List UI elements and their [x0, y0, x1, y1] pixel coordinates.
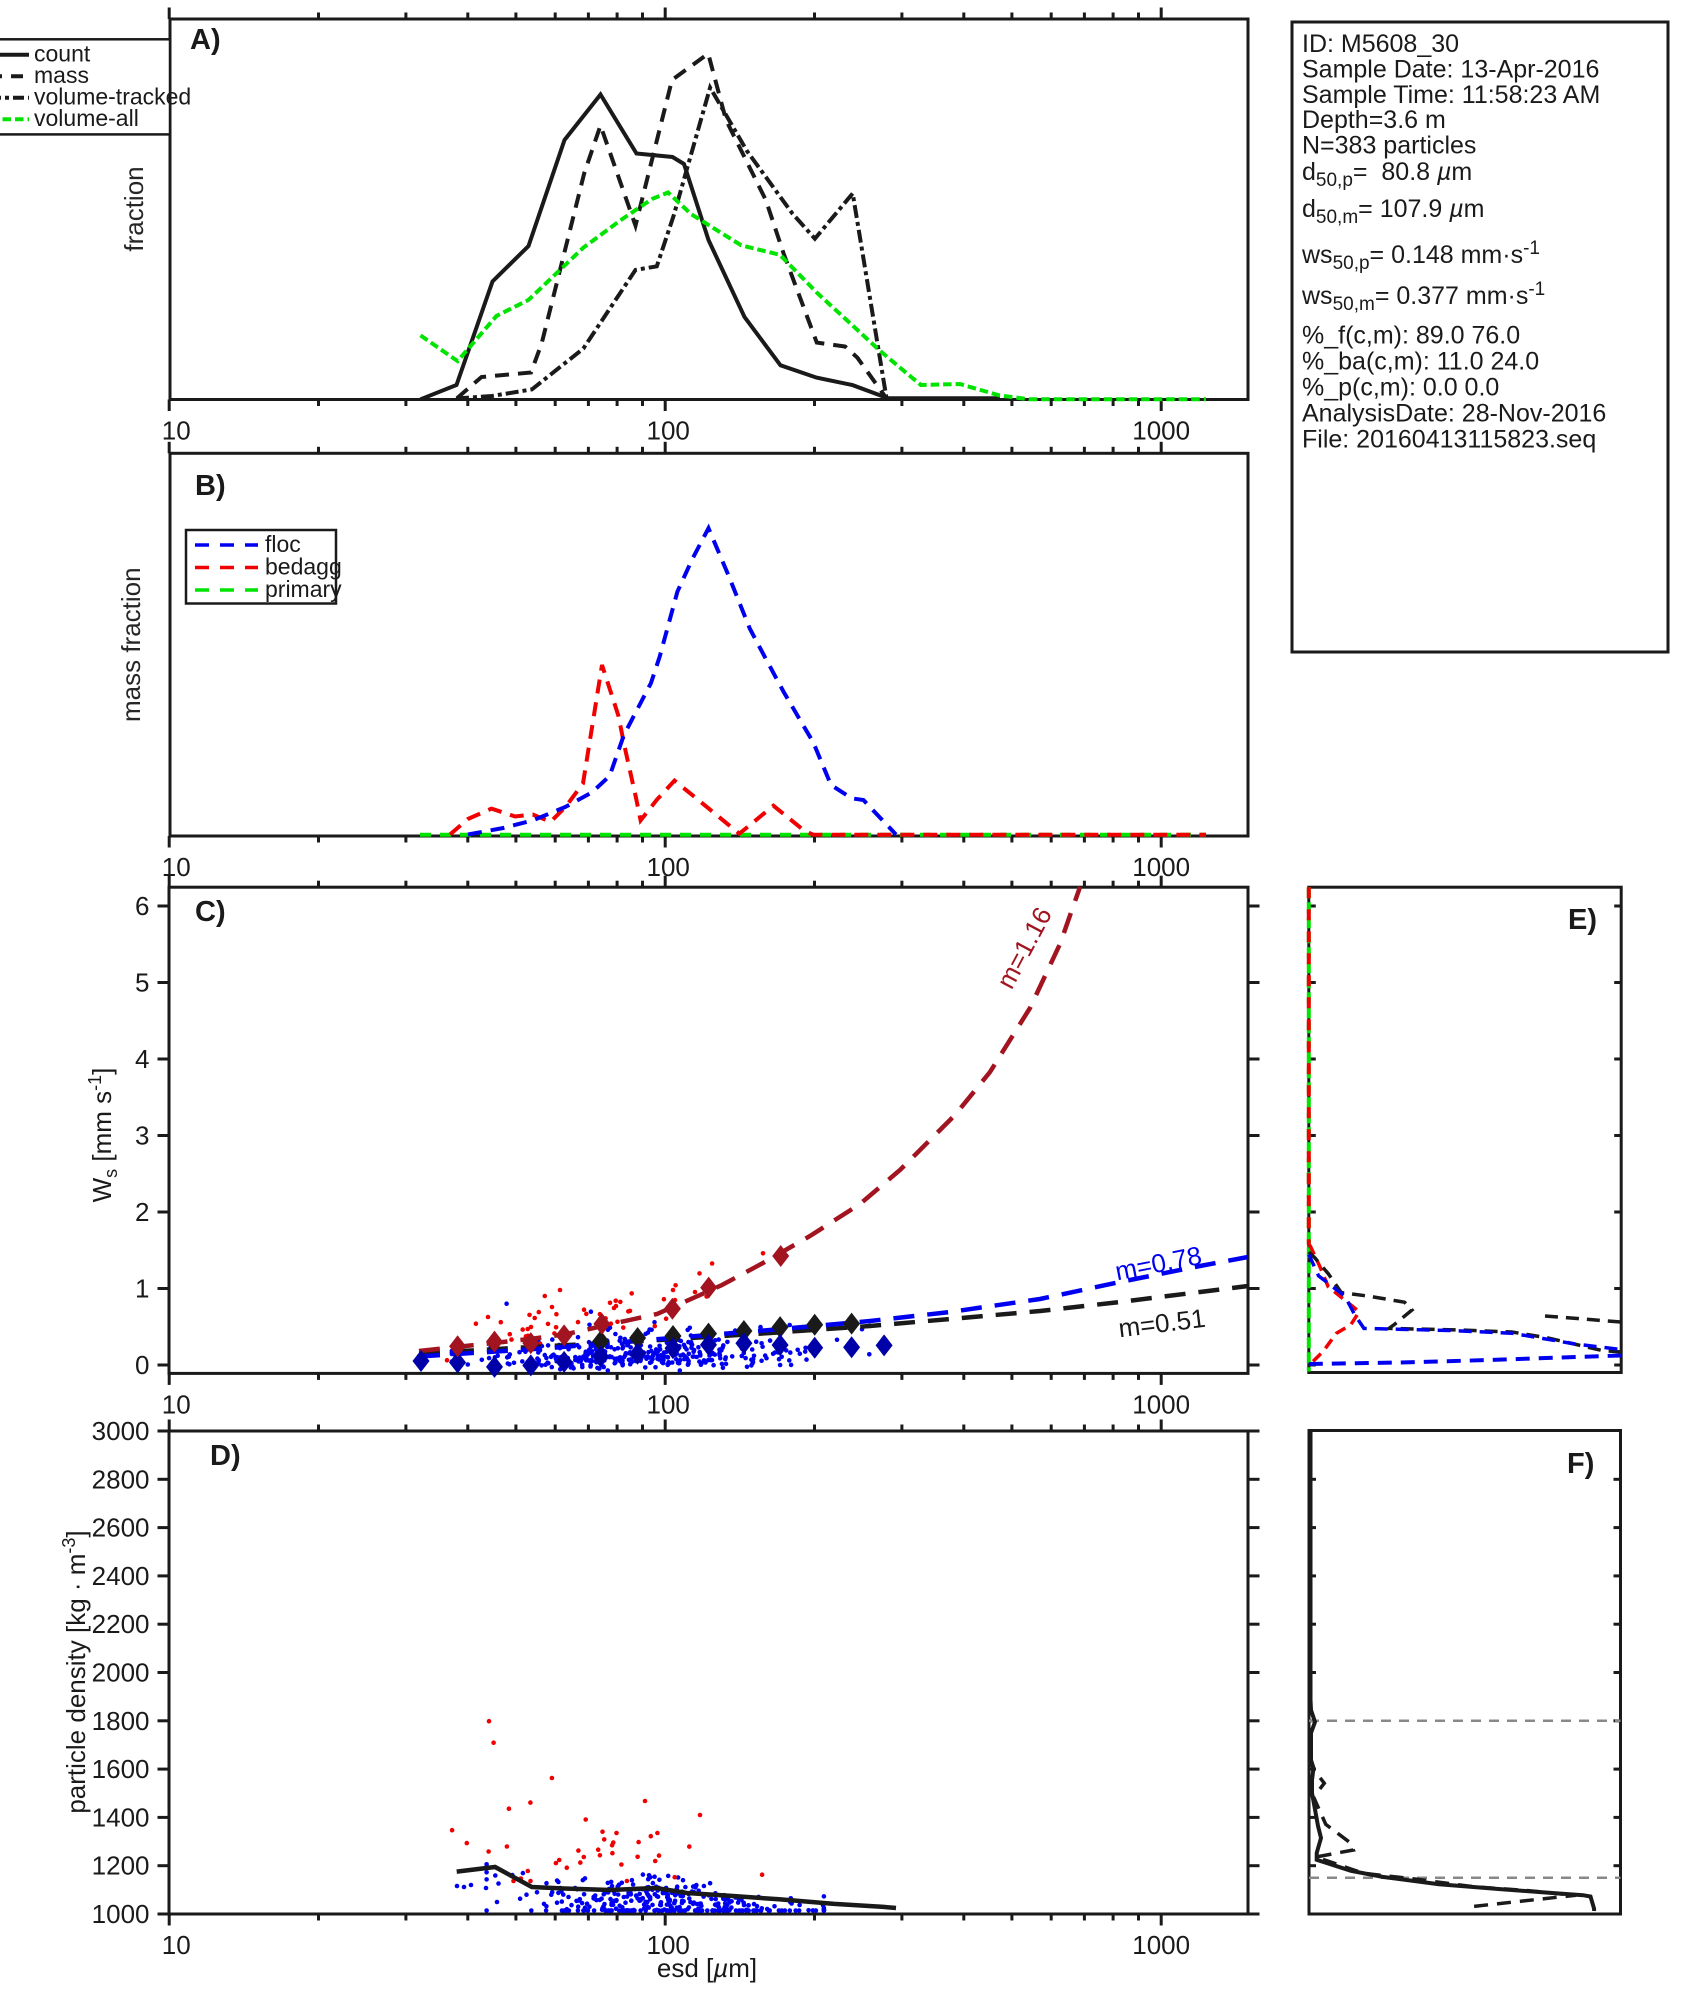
svg-text:bedagg: bedagg	[265, 554, 342, 580]
svg-text:2800: 2800	[92, 1464, 150, 1494]
svg-text:Sample Time: 11:58:23 AM: Sample Time: 11:58:23 AM	[1302, 81, 1600, 109]
svg-text:F): F)	[1567, 1448, 1594, 1480]
svg-text:5: 5	[135, 968, 149, 998]
svg-text:100: 100	[647, 416, 690, 446]
svg-text:1000: 1000	[1132, 416, 1190, 446]
svg-text:10: 10	[162, 852, 191, 882]
svg-text:%_p(c,m): 0.0 0.0: %_p(c,m): 0.0 0.0	[1302, 374, 1499, 402]
svg-text:100: 100	[647, 1390, 690, 1420]
svg-text:mass fraction: mass fraction	[116, 567, 146, 722]
svg-text:ws50,m= 0.377 mm·s-1: ws50,m= 0.377 mm·s-1	[1301, 279, 1545, 315]
svg-text:esd [µm]: esd [µm]	[657, 1953, 757, 1983]
svg-text:ID: M5608_30: ID: M5608_30	[1302, 30, 1459, 58]
svg-text:fraction: fraction	[119, 166, 149, 251]
svg-text:primary: primary	[265, 576, 342, 602]
svg-text:1200: 1200	[92, 1851, 150, 1881]
svg-text:10: 10	[162, 1390, 191, 1420]
svg-text:1400: 1400	[92, 1802, 150, 1832]
svg-text:100: 100	[647, 852, 690, 882]
svg-text:6: 6	[135, 891, 149, 921]
svg-text:2200: 2200	[92, 1609, 150, 1639]
svg-text:1800: 1800	[92, 1706, 150, 1736]
svg-text:Ws [mm s-1]: Ws [mm s-1]	[85, 1068, 121, 1203]
svg-text:particle density [kg · m-3]: particle density [kg · m-3]	[59, 1530, 91, 1813]
svg-text:floc: floc	[265, 531, 301, 557]
svg-text:2400: 2400	[92, 1561, 150, 1591]
svg-text:B): B)	[195, 470, 226, 502]
svg-text:mass: mass	[34, 62, 89, 88]
svg-text:AnalysisDate: 28-Nov-2016: AnalysisDate: 28-Nov-2016	[1302, 400, 1606, 428]
svg-text:100: 100	[647, 1930, 690, 1960]
svg-text:D): D)	[210, 1440, 241, 1472]
svg-text:3: 3	[135, 1121, 149, 1151]
svg-text:2600: 2600	[92, 1513, 150, 1543]
svg-text:d50,p= 80.8 µm: d50,p= 80.8 µm	[1302, 158, 1472, 191]
svg-text:4: 4	[135, 1044, 149, 1074]
svg-text:count: count	[34, 41, 91, 67]
svg-text:N=383 particles: N=383 particles	[1302, 132, 1476, 160]
svg-text:volume-tracked: volume-tracked	[34, 84, 191, 110]
svg-text:1000: 1000	[92, 1899, 150, 1929]
svg-text:1: 1	[135, 1274, 149, 1304]
svg-text:1000: 1000	[1132, 1930, 1190, 1960]
svg-text:3000: 3000	[92, 1416, 150, 1446]
svg-text:10: 10	[162, 416, 191, 446]
svg-text:Sample Date: 13-Apr-2016: Sample Date: 13-Apr-2016	[1302, 55, 1599, 83]
svg-text:1600: 1600	[92, 1754, 150, 1784]
svg-text:d50,m= 107.9 µm: d50,m= 107.9 µm	[1302, 195, 1484, 228]
svg-text:2: 2	[135, 1197, 149, 1227]
svg-text:%_ba(c,m): 11.0 24.0: %_ba(c,m): 11.0 24.0	[1302, 347, 1539, 375]
svg-text:1000: 1000	[1132, 1390, 1190, 1420]
svg-text:A): A)	[190, 24, 221, 56]
svg-text:Depth=3.6 m: Depth=3.6 m	[1302, 106, 1446, 134]
svg-text:2000: 2000	[92, 1658, 150, 1688]
svg-text:File: 20160413115823.seq: File: 20160413115823.seq	[1302, 426, 1596, 454]
svg-text:C): C)	[195, 896, 226, 928]
svg-text:%_f(c,m): 89.0 76.0: %_f(c,m): 89.0 76.0	[1302, 321, 1520, 349]
svg-text:volume-all: volume-all	[34, 105, 139, 131]
svg-text:10: 10	[162, 1930, 191, 1960]
svg-text:0: 0	[135, 1350, 149, 1380]
svg-text:E): E)	[1568, 904, 1597, 936]
